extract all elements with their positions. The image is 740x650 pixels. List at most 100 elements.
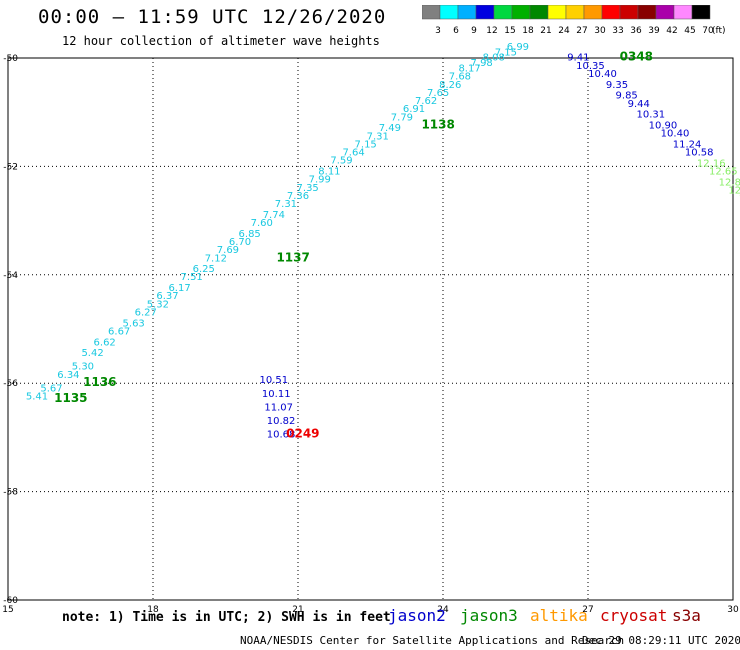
wave-height-point: 6.67	[108, 326, 130, 337]
wave-height-point: 7.99	[309, 175, 331, 186]
wave-height-point: 7.12	[205, 253, 227, 264]
wave-height-point: 10.82	[267, 416, 296, 427]
wave-height-point: 10.51	[260, 375, 289, 386]
colorbar-label: 30	[594, 26, 606, 36]
wave-height-point: 12.65	[709, 167, 738, 178]
wave-height-point: 6.25	[193, 264, 215, 275]
wave-height-point: 8.26	[439, 80, 461, 91]
colorbar-label: 21	[540, 26, 551, 36]
wave-height-point: 5.32	[147, 299, 169, 310]
y-tick-label: -50	[3, 54, 18, 64]
wave-height-point: 7.51	[181, 272, 203, 283]
wave-height-point: 6.99	[507, 42, 529, 53]
pass-id-label: 1135	[54, 391, 87, 405]
satellite-altika-label: altika	[530, 606, 588, 625]
x-tick-label: 24	[437, 605, 449, 615]
colorbar-label: 18	[522, 26, 534, 36]
wave-height-point: 7.35	[297, 183, 319, 194]
y-tick-label: -60	[3, 596, 18, 606]
colorbar-label: 24	[558, 26, 570, 36]
colorbar-unit: (ft)	[712, 26, 726, 36]
wave-height-point: 10.40	[661, 129, 690, 140]
colorbar-label: 39	[648, 26, 660, 36]
colorbar-label: 36	[630, 26, 642, 36]
wave-height-point: 7.15	[495, 47, 517, 58]
wave-height-point: 9.41	[567, 53, 589, 64]
x-tick-label: 27	[582, 605, 593, 615]
chart-title: 00:00 – 11:59 UTC 12/26/2020	[38, 6, 387, 28]
pass-id-label: 0249	[286, 426, 319, 440]
data-points-layer: 5.415.67 6.345.30 5.426.626.675.636.275.32…	[26, 42, 740, 441]
wave-height-point: 7.62	[415, 96, 437, 107]
satellite-jason2-label: jason2	[388, 606, 446, 625]
wave-height-point: 10.31	[637, 110, 666, 121]
y-tick-label: -54	[3, 271, 18, 281]
satellite-cryosat-label: cryosat	[600, 606, 668, 625]
pass-id-label: 1137	[276, 250, 309, 264]
footer-note: note: 1) Time is in UTC; 2) SWH is in fe…	[62, 610, 391, 625]
wave-height-point: 6.27	[135, 307, 157, 318]
wave-height-point: 10.58	[685, 148, 714, 159]
plot-frame	[7, 57, 734, 601]
wave-height-point: 6.91	[403, 104, 425, 115]
wave-height-point: 5.63	[123, 318, 145, 329]
colorbar-label: 15	[504, 26, 515, 36]
wave-height-point: 7.36	[287, 191, 309, 202]
wave-height-point: 7.64	[342, 148, 364, 159]
pass-id-label: 1136	[83, 375, 116, 389]
wave-height-point: 6.34	[57, 370, 79, 381]
wave-height-point: 5.42	[81, 348, 103, 359]
wave-height-point: 6.17	[168, 283, 190, 294]
wave-height-point: 12.29	[728, 186, 740, 197]
wave-height-point: 5.30	[72, 362, 94, 373]
x-tick-label: 30	[727, 605, 739, 615]
wave-height-point: 6.62	[94, 337, 116, 348]
colorbar-label: 42	[666, 26, 677, 36]
colorbar-label: 6	[453, 26, 459, 36]
satellite-jason3-label: jason3	[460, 606, 518, 625]
wave-height-point: 7.31	[367, 131, 389, 142]
wave-height-point: 12.83	[719, 177, 740, 188]
colorbar-label: 3	[435, 26, 441, 36]
wave-height-point: 7.49	[379, 123, 401, 134]
pass-id-label: 1138	[421, 117, 454, 131]
wave-height-point: 6.70	[229, 237, 251, 248]
wave-height-point: 11.07	[264, 402, 293, 413]
colorbar-label: 70	[702, 26, 714, 36]
wave-height-point: 5.41	[26, 391, 48, 402]
wave-height-point: 8.17	[458, 64, 480, 75]
wave-height-point: 7.69	[217, 245, 239, 256]
satellite-s3a-label: s3a	[672, 606, 701, 625]
timestamp-text: Dec 29 08:29:11 UTC 2020	[582, 634, 740, 647]
colorbar-label: 12	[486, 26, 497, 36]
y-tick-label: -56	[3, 379, 18, 389]
chart-subtitle: 12 hour collection of altimeter wave hei…	[62, 34, 380, 48]
wave-height-point: 5.67	[40, 383, 62, 394]
wave-height-point: 7.68	[449, 72, 471, 83]
y-tick-label: -58	[3, 488, 18, 498]
x-tick-label: 15	[2, 605, 13, 615]
wave-height-point: 7.65	[427, 88, 449, 99]
wave-height-point: 8.11	[318, 167, 340, 178]
wave-height-point: 9.85	[616, 91, 638, 102]
wave-height-point: 7.31	[275, 199, 297, 210]
wave-height-point: 7.60	[251, 218, 273, 229]
wave-height-point: 7.59	[330, 156, 352, 167]
wave-height-point: 12.16	[697, 158, 726, 169]
wave-height-point: 7.98	[471, 58, 493, 69]
wave-height-point: 7.15	[355, 139, 377, 150]
wave-height-point: 9.44	[628, 99, 650, 110]
wave-height-point: 6.37	[156, 291, 178, 302]
colorbar-label: 45	[684, 26, 695, 36]
wave-height-point: 10.11	[262, 389, 291, 400]
wave-height-point: 10.90	[649, 120, 678, 131]
credit-text: NOAA/NESDIS Center for Satellite Applica…	[240, 634, 625, 647]
pass-id-label: 0348	[620, 50, 653, 64]
x-tick-label: 21	[292, 605, 303, 615]
wave-height-point: 8.08	[483, 53, 505, 64]
wave-height-point: 13.1	[739, 194, 740, 205]
wave-height-point: 10.35	[576, 61, 605, 72]
colorbar-label: 27	[576, 26, 587, 36]
wave-height-point: 10.40	[588, 69, 617, 80]
